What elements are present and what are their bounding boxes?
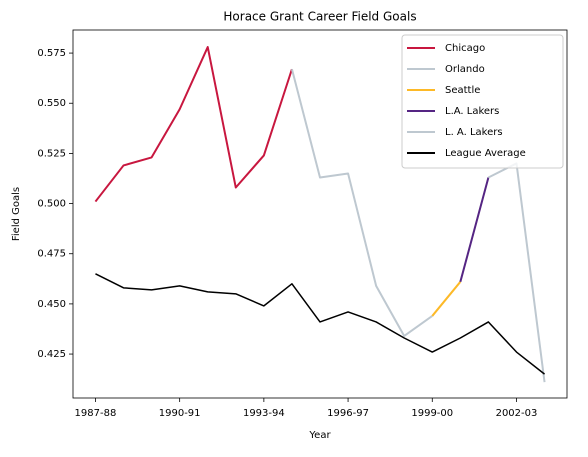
x-tick-label: 1996-97 (327, 408, 369, 419)
legend-box (401, 34, 564, 169)
series-line (459, 177, 490, 283)
legend-label: Chicago (445, 43, 485, 54)
y-axis-label: Field Goals (11, 187, 22, 241)
legend-label: League Average (445, 148, 526, 159)
y-tick-label: 0.500 (37, 199, 66, 210)
legend-label: L.A. Lakers (445, 106, 499, 117)
x-tick-label: 1990-91 (159, 408, 201, 419)
series-line (94, 46, 293, 203)
series-line (95, 273, 546, 375)
y-tick-label: 0.550 (37, 98, 66, 109)
legend-label: Orlando (445, 64, 485, 75)
legend-label: Seattle (445, 85, 480, 96)
x-tick-label: 1993-94 (243, 408, 285, 419)
chart-title: Horace Grant Career Field Goals (223, 10, 416, 24)
legend-label: L. A. Lakers (445, 127, 503, 138)
x-tick-label: 2002-03 (496, 408, 538, 419)
series-line (431, 281, 462, 317)
y-tick-label: 0.450 (37, 299, 66, 310)
x-tick-label: 1987-88 (75, 408, 117, 419)
y-tick-label: 0.575 (37, 48, 66, 59)
series-line (487, 162, 546, 383)
x-tick-label: 1999-00 (411, 408, 453, 419)
y-tick-label: 0.475 (37, 249, 66, 260)
axes-frame (72, 29, 568, 399)
y-tick-label: 0.425 (37, 349, 66, 360)
y-tick-label: 0.525 (37, 148, 66, 159)
x-axis-label: Year (308, 430, 331, 441)
series-line (290, 68, 433, 337)
